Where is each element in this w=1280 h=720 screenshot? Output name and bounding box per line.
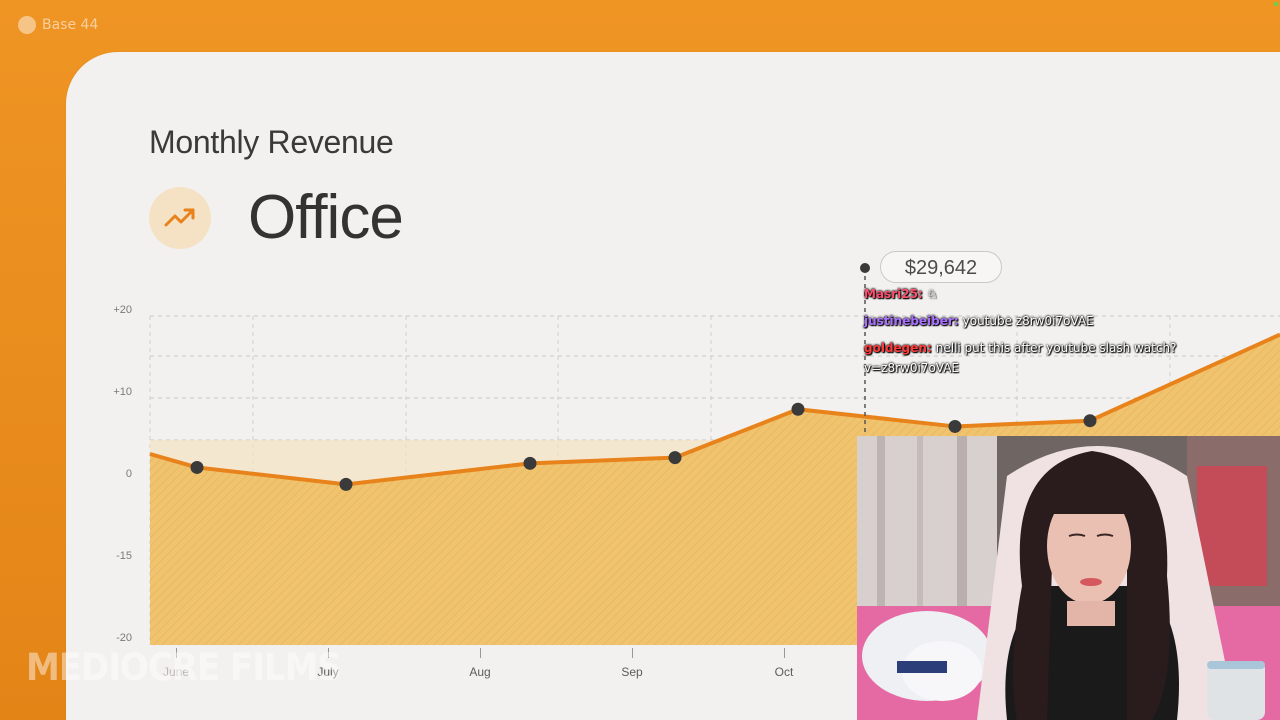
x-tick-label: Oct bbox=[774, 665, 794, 679]
data-point[interactable] bbox=[791, 402, 805, 416]
x-tick-mark bbox=[176, 648, 177, 658]
trending-up-icon bbox=[164, 208, 195, 227]
chat-text: ♘ bbox=[926, 287, 938, 301]
category-name: Office bbox=[248, 183, 404, 252]
data-point[interactable] bbox=[339, 477, 353, 491]
x-tick-label: July bbox=[317, 665, 339, 679]
chat-username: justinebeiber: bbox=[864, 314, 959, 328]
x-tick-mark bbox=[328, 648, 329, 658]
chat-text: nelli put this after youtube slash watch… bbox=[864, 341, 1177, 375]
value-tooltip: $29,642 bbox=[880, 251, 1002, 283]
x-tick-label: June bbox=[162, 665, 190, 679]
chat-username: goldegen: bbox=[864, 341, 932, 355]
y-tick-label: -15 bbox=[116, 550, 132, 562]
x-tick-mark bbox=[480, 648, 481, 658]
chat-username: Masri25: bbox=[864, 287, 923, 301]
data-point[interactable] bbox=[190, 460, 204, 474]
y-tick-label: -20 bbox=[116, 632, 132, 644]
chat-text: youtube z8rw0i7oVAE bbox=[962, 314, 1094, 328]
streamer-webcam-image bbox=[857, 436, 1280, 720]
x-tick-mark bbox=[632, 648, 633, 658]
brand-logo: Base 44 bbox=[18, 16, 98, 34]
chat-message: goldegen: nelli put this after youtube sl… bbox=[864, 338, 1224, 378]
brand-name: Base 44 bbox=[42, 17, 99, 33]
data-point[interactable] bbox=[523, 456, 537, 470]
y-tick-label: +20 bbox=[113, 304, 132, 316]
trend-badge bbox=[149, 187, 211, 249]
tooltip-anchor-point bbox=[860, 263, 870, 273]
logo-icon bbox=[18, 16, 36, 34]
data-point[interactable] bbox=[1083, 414, 1097, 428]
y-tick-label: +10 bbox=[113, 386, 132, 398]
x-tick-label: Aug bbox=[469, 665, 491, 679]
x-tick-mark bbox=[784, 648, 785, 658]
watermark-text: MEDIOCRE FILMS bbox=[26, 646, 342, 690]
card-title: Monthly Revenue bbox=[149, 124, 394, 160]
x-tick-label: Sep bbox=[621, 665, 643, 679]
chat-overlay: Masri25: ♘ justinebeiber: youtube z8rw0i7o… bbox=[864, 284, 1224, 385]
data-point[interactable] bbox=[948, 419, 962, 433]
data-point[interactable] bbox=[668, 451, 682, 465]
y-tick-label: 0 bbox=[125, 468, 132, 480]
chat-message: Masri25: ♘ bbox=[864, 284, 1224, 304]
chat-message: justinebeiber: youtube z8rw0i7oVAE bbox=[864, 311, 1224, 331]
status-indicator bbox=[1274, 2, 1278, 6]
webcam-feed bbox=[857, 436, 1280, 720]
